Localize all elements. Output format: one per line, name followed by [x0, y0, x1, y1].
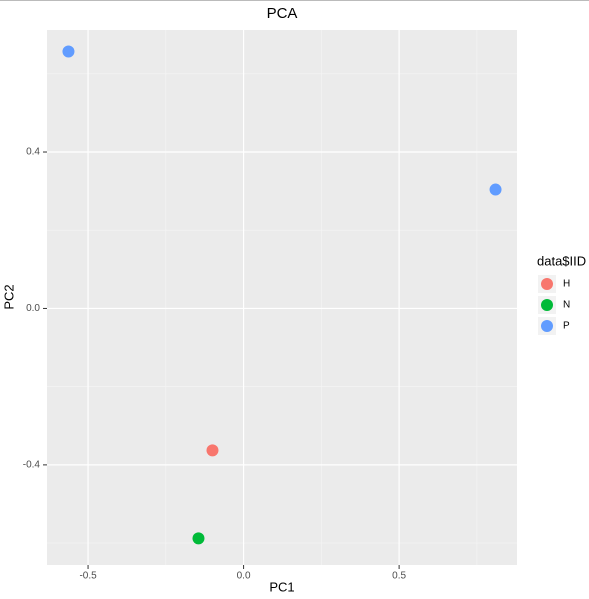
y-axis-label: PC2	[1, 284, 16, 309]
y-tick-label: 0.0	[26, 303, 40, 314]
x-axis-label: PC1	[269, 579, 294, 594]
x-tick-label: 0.5	[392, 571, 406, 582]
legend-title: data$IID	[537, 253, 586, 268]
legend-label: P	[563, 321, 570, 332]
legend-label: H	[563, 279, 570, 290]
chart-title: PCA	[267, 5, 298, 22]
point	[62, 45, 75, 58]
y-tick-label: -0.4	[23, 460, 41, 471]
legend-swatch	[541, 278, 553, 290]
legend-swatch	[541, 299, 553, 311]
legend-label: N	[563, 300, 570, 311]
point	[489, 183, 502, 196]
point	[206, 444, 219, 457]
x-tick-label: 0.0	[237, 571, 251, 582]
panel	[47, 30, 517, 565]
y-tick-label: 0.4	[26, 147, 40, 158]
point	[192, 532, 205, 545]
x-tick-label: -0.5	[79, 571, 97, 582]
legend-swatch	[541, 320, 553, 332]
